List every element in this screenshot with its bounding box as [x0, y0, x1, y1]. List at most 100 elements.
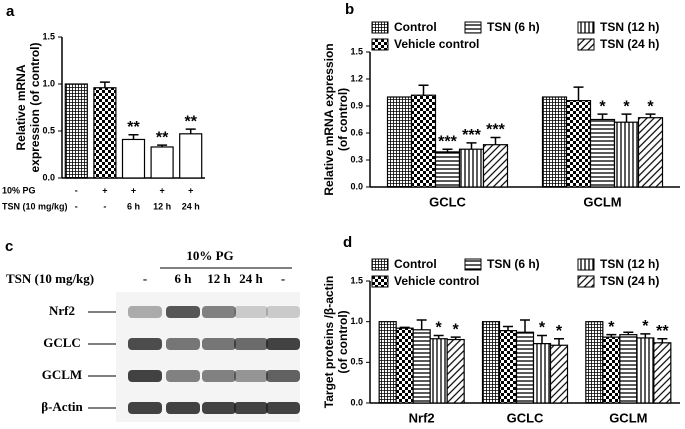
significance-label: *: [599, 98, 606, 115]
y-tick-label: 0.5: [350, 357, 363, 367]
x-table-cell: -: [75, 185, 78, 195]
legend-swatch: [371, 275, 389, 288]
bar: [458, 148, 485, 188]
error-bar: [185, 128, 196, 134]
bar: [481, 321, 501, 404]
bar: [619, 334, 638, 404]
significance-label: **: [656, 323, 669, 340]
legend-label: TSN (24 h): [600, 37, 659, 51]
bar: [446, 338, 465, 404]
significance-label: *: [647, 98, 654, 115]
error-bar: [573, 86, 584, 101]
y-tick-label: 0.5: [42, 125, 55, 135]
x-table-cell: +: [102, 185, 107, 195]
significance-label: *: [623, 98, 630, 115]
bar: [585, 321, 604, 404]
band-label: GCLC: [43, 335, 81, 350]
error-bar: [128, 134, 139, 140]
y-tick-label: 0.9: [350, 100, 363, 110]
x-table-cell: -: [75, 201, 78, 211]
error-bar: [418, 84, 429, 96]
x-table-cell: 6 h: [127, 201, 140, 211]
significance-label: ***: [438, 133, 457, 150]
bar: [410, 94, 437, 188]
band: [128, 402, 162, 414]
bar: [64, 83, 88, 179]
lane-label: -: [143, 271, 147, 286]
bar: [482, 144, 509, 188]
error-bar: [466, 142, 477, 150]
bar: [386, 96, 413, 188]
bar: [653, 342, 672, 404]
lane-label: 24 h: [239, 271, 263, 286]
bar: [498, 330, 518, 404]
y-tick-label: 1.0: [42, 78, 55, 88]
error-bar: [645, 113, 656, 118]
significance-label: *: [608, 319, 615, 336]
bar: [589, 118, 616, 188]
band: [166, 370, 200, 382]
legend-swatch: [577, 38, 595, 51]
legend-swatch: [577, 258, 595, 271]
error-bar: [554, 337, 564, 346]
band: [234, 306, 268, 318]
blot-panel: c 10% PG TSN (10 mg/kg): [5, 238, 300, 422]
band: [202, 402, 236, 414]
y-axis-label: Relative mRNA expression: [322, 43, 336, 195]
x-tick-label: GCLM: [609, 410, 647, 425]
band: [202, 338, 236, 350]
bar: [121, 138, 146, 179]
x-table-label: 10% PG: [2, 185, 36, 195]
bar: [637, 117, 664, 188]
error-bar: [490, 136, 501, 145]
x-table-cell: -: [103, 201, 106, 211]
y-tick-label: 1.2: [350, 73, 363, 83]
bar: [515, 331, 535, 404]
band: [166, 338, 200, 350]
lane-label: 12 h: [207, 271, 231, 286]
panel-letter: c: [5, 238, 13, 255]
x-table-cell: +: [159, 185, 164, 195]
y-tick-label: 1.5: [42, 31, 55, 41]
legend-label: TSN (24 h): [600, 274, 659, 288]
bar: [378, 321, 397, 404]
band: [128, 338, 162, 350]
lane-label: -: [281, 271, 285, 286]
y-tick-label: 0.0: [350, 181, 363, 191]
bar: [93, 87, 117, 179]
legend-label: TSN (6 h): [487, 257, 540, 271]
error-bar: [442, 148, 453, 152]
error-bar: [597, 113, 608, 120]
error-bar: [503, 325, 513, 331]
legend-swatch: [577, 21, 595, 34]
band: [166, 402, 200, 414]
y-tick-label: 1.0: [350, 316, 363, 326]
significance-label: **: [127, 119, 140, 136]
bar: [613, 121, 640, 188]
band: [266, 370, 300, 382]
band: [202, 370, 236, 382]
bar: [549, 344, 569, 404]
band: [234, 338, 268, 350]
error-bar: [537, 334, 547, 344]
error-bar: [399, 326, 410, 329]
panel-letter: a: [6, 3, 15, 20]
legend-label: Vehicle control: [394, 274, 479, 288]
band: [166, 306, 200, 318]
error-bar: [433, 334, 444, 339]
significance-label: *: [453, 321, 460, 338]
y-tick-label: 1.5: [350, 46, 363, 56]
legend-label: Vehicle control: [394, 37, 479, 51]
band: [128, 306, 162, 318]
significance-label: *: [436, 320, 443, 337]
error-bar: [157, 144, 168, 147]
bar: [150, 146, 174, 179]
y-axis-label: Relative mRNA: [14, 64, 28, 150]
significance-label: *: [556, 323, 563, 340]
band: [202, 306, 236, 318]
band: [128, 370, 162, 382]
x-table-cell: +: [188, 185, 193, 195]
legend-label: Control: [394, 257, 437, 271]
x-table-cell: 12 h: [153, 201, 171, 211]
